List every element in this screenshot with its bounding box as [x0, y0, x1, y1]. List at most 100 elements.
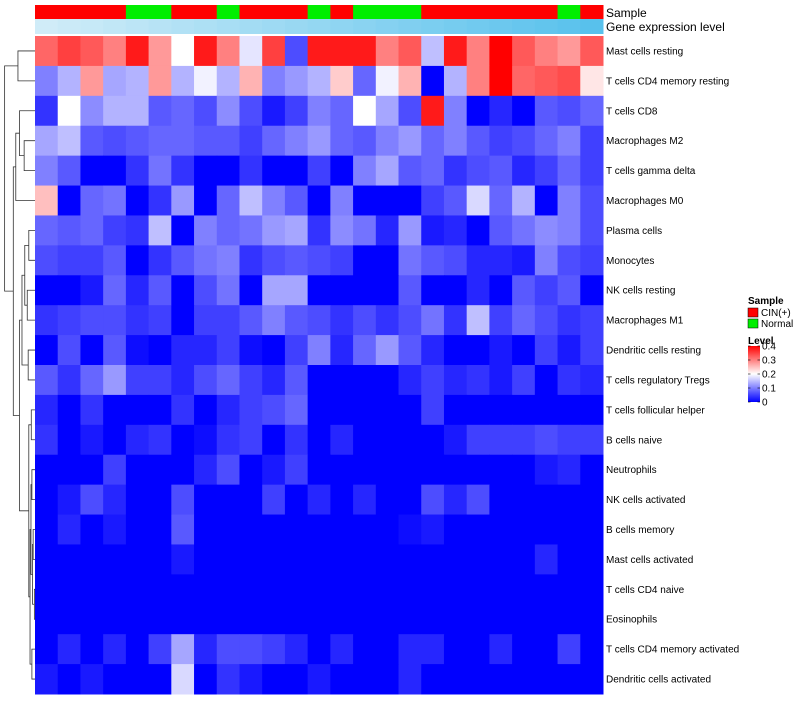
heatmap-cell [125, 454, 150, 486]
dendrogram-branch [4, 65, 18, 292]
sample-annotation-track [35, 5, 604, 19]
heatmap-cell [80, 245, 104, 276]
gene-annotation-cell [557, 19, 581, 34]
heatmap-cell [443, 365, 468, 396]
heatmap-cell [512, 275, 536, 306]
heatmap-cell [443, 185, 468, 216]
heatmap-cell [80, 275, 104, 306]
gene-annotation-cell [307, 19, 331, 34]
heatmap-cell [284, 514, 309, 545]
heatmap-cell [398, 424, 422, 456]
sample-annotation-cell [353, 5, 377, 19]
heatmap-cell [307, 36, 331, 67]
heatmap-cell [353, 544, 377, 575]
heatmap-cell [216, 65, 240, 97]
heatmap-cell [307, 365, 331, 396]
heatmap-cell [398, 305, 422, 336]
heatmap-cell [375, 36, 400, 67]
heatmap-cell [534, 215, 559, 246]
heatmap-cell [421, 65, 445, 97]
heatmap-cell [398, 185, 422, 216]
heatmap-cell [148, 215, 172, 246]
row-label: T cells regulatory Tregs [606, 375, 710, 386]
heatmap-cell [580, 155, 604, 187]
heatmap-cell [284, 95, 309, 127]
heatmap-cell [80, 424, 104, 456]
heatmap-cell [421, 574, 445, 605]
heatmap-cell [580, 36, 604, 67]
row-label: NK cells resting [606, 286, 675, 297]
heatmap-cell [557, 634, 581, 665]
heatmap-cell [148, 365, 172, 396]
heatmap-cell [375, 125, 400, 157]
heatmap-cell [375, 95, 400, 127]
heatmap-cell [466, 185, 490, 216]
row-label: Dendritic cells resting [606, 346, 701, 357]
heatmap-cell [330, 95, 354, 127]
heatmap-cell [353, 125, 377, 157]
heatmap-cell [80, 634, 104, 665]
heatmap-cell [125, 155, 150, 187]
heatmap-cell [330, 574, 354, 605]
heatmap-cell [125, 215, 150, 246]
heatmap-cell [35, 454, 59, 486]
heatmap-cell [80, 125, 104, 157]
heatmap-cell [466, 574, 490, 605]
heatmap-cell [103, 394, 127, 426]
heatmap-cell [57, 424, 81, 456]
heatmap-cell [35, 634, 59, 665]
sample-annotation-cell [35, 5, 59, 19]
heatmap-cell [557, 275, 581, 306]
gene-annotation-cell [489, 19, 513, 34]
heatmap-cell [194, 604, 218, 635]
heatmap-cell [512, 95, 536, 127]
row-label: Plasma cells [606, 226, 662, 237]
heatmap-cell [557, 424, 581, 456]
heatmap-cell [580, 574, 604, 605]
heatmap-cell [375, 484, 400, 516]
heatmap-cell [57, 365, 81, 396]
heatmap-cell [284, 305, 309, 336]
heatmap-cell [443, 514, 468, 545]
heatmap-cell [489, 215, 513, 246]
heatmap-cell [512, 544, 536, 575]
heatmap-cell [489, 394, 513, 426]
heatmap-cell [489, 245, 513, 276]
heatmap-cell [466, 125, 490, 157]
heatmap-cell [57, 95, 81, 127]
heatmap-cell [489, 424, 513, 456]
heatmap-cell [580, 275, 604, 306]
heatmap-cell [194, 125, 218, 157]
heatmap-cell [557, 245, 581, 276]
heatmap-cell [398, 36, 422, 67]
heatmap-cell [148, 125, 172, 157]
heatmap-cell [557, 604, 581, 635]
gene-annotation-cell [466, 19, 490, 34]
dendrogram-branch [26, 289, 35, 321]
row-dendrogram [4, 50, 35, 680]
heatmap-cell [398, 95, 422, 127]
heatmap-cell [35, 36, 59, 67]
heatmap-cell [103, 574, 127, 605]
heatmap-cell [398, 125, 422, 157]
heatmap-cell [307, 275, 331, 306]
heatmap-cell [489, 664, 513, 695]
legend-swatch-cin [747, 307, 759, 318]
dendrogram-branch [19, 110, 35, 157]
heatmap-cell [512, 454, 536, 486]
heatmap-cell [194, 484, 218, 516]
heatmap-cell [443, 484, 468, 516]
gene-annotation-cell [194, 19, 218, 34]
heatmap-cell [534, 574, 559, 605]
heatmap-cell [375, 365, 400, 396]
heatmap-cell [80, 394, 104, 426]
heatmap-cell [443, 36, 468, 67]
heatmap-cell [557, 574, 581, 605]
heatmap-cell [103, 65, 127, 97]
heatmap-cell [148, 454, 172, 486]
row-label: B cells naive [606, 435, 663, 446]
heatmap-cell [103, 335, 127, 366]
heatmap-cell [307, 664, 331, 695]
heatmap-cell [466, 484, 490, 516]
heatmap-cell [443, 95, 468, 127]
